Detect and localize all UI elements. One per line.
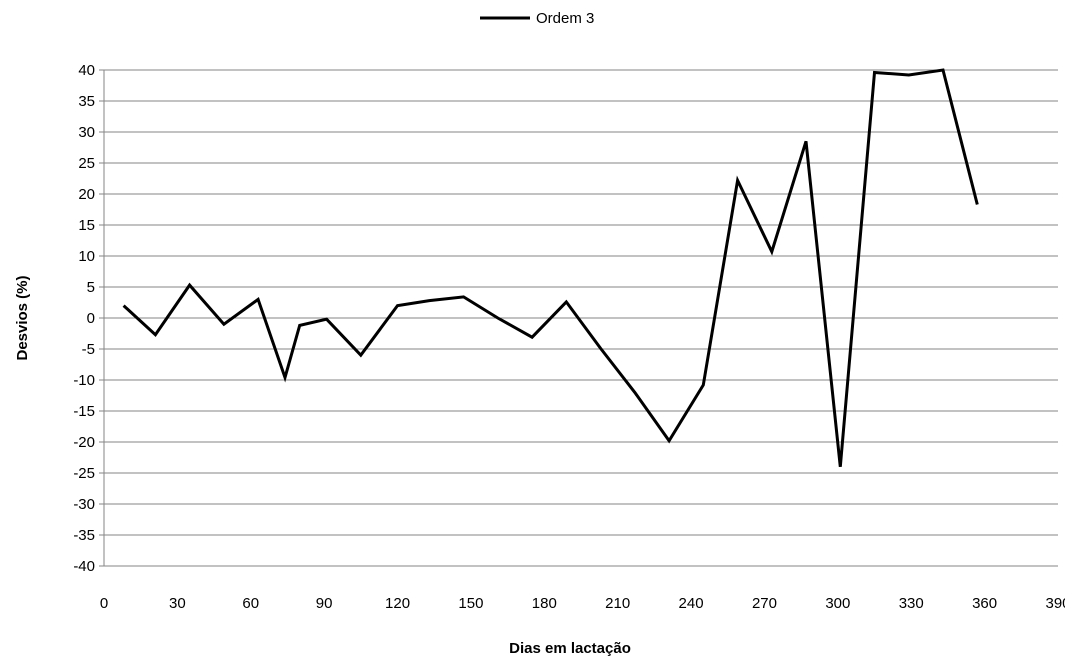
legend: Ordem 3 bbox=[480, 10, 594, 27]
x-tick-label: 270 bbox=[752, 595, 777, 612]
y-tick-label: -10 bbox=[73, 372, 95, 389]
x-tick-label: 390 bbox=[1045, 595, 1065, 612]
x-tick-label: 120 bbox=[385, 595, 410, 612]
x-tick-label: 0 bbox=[100, 595, 108, 612]
y-tick-label: -25 bbox=[73, 465, 95, 482]
x-tick-label: 30 bbox=[169, 595, 186, 612]
gridlines bbox=[103, 69, 1058, 567]
x-tick-label: 330 bbox=[899, 595, 924, 612]
y-tick-label: 25 bbox=[78, 155, 95, 172]
x-tick-label: 240 bbox=[679, 595, 704, 612]
y-axis-ticks: 40 35 30 25 20 15 10 5 0 -5 -10 -15 -20 -25 -30 -35 -40 bbox=[73, 62, 104, 575]
x-tick-label: 180 bbox=[532, 595, 557, 612]
y-tick-label: 0 bbox=[87, 310, 95, 327]
legend-label: Ordem 3 bbox=[536, 10, 594, 27]
y-tick-label: 5 bbox=[87, 279, 95, 296]
x-axis-title: Dias em lactação bbox=[509, 640, 631, 657]
y-tick-label: -20 bbox=[73, 434, 95, 451]
y-tick-label: -35 bbox=[73, 527, 95, 544]
series-layer bbox=[122, 68, 979, 467]
y-tick-label: 30 bbox=[78, 124, 95, 141]
x-tick-label: 60 bbox=[242, 595, 259, 612]
y-tick-label: 10 bbox=[78, 248, 95, 265]
x-tick-label: 90 bbox=[316, 595, 333, 612]
y-tick-label: -40 bbox=[73, 558, 95, 575]
y-tick-label: 15 bbox=[78, 217, 95, 234]
y-tick-label: -5 bbox=[82, 341, 95, 358]
y-tick-label: 35 bbox=[78, 93, 95, 110]
x-tick-label: 150 bbox=[458, 595, 483, 612]
y-tick-label: -30 bbox=[73, 496, 95, 513]
x-tick-label: 210 bbox=[605, 595, 630, 612]
y-axis-title: Desvios (%) bbox=[14, 275, 31, 360]
x-tick-label: 300 bbox=[825, 595, 850, 612]
y-tick-label: 20 bbox=[78, 186, 95, 203]
series-line bbox=[122, 68, 979, 467]
y-tick-label: -15 bbox=[73, 403, 95, 420]
y-tick-label: 40 bbox=[78, 62, 95, 79]
x-tick-label: 360 bbox=[972, 595, 997, 612]
x-axis-ticks: 0 30 60 90 120 150 180 210 240 270 300 330 360 390 bbox=[100, 595, 1065, 612]
